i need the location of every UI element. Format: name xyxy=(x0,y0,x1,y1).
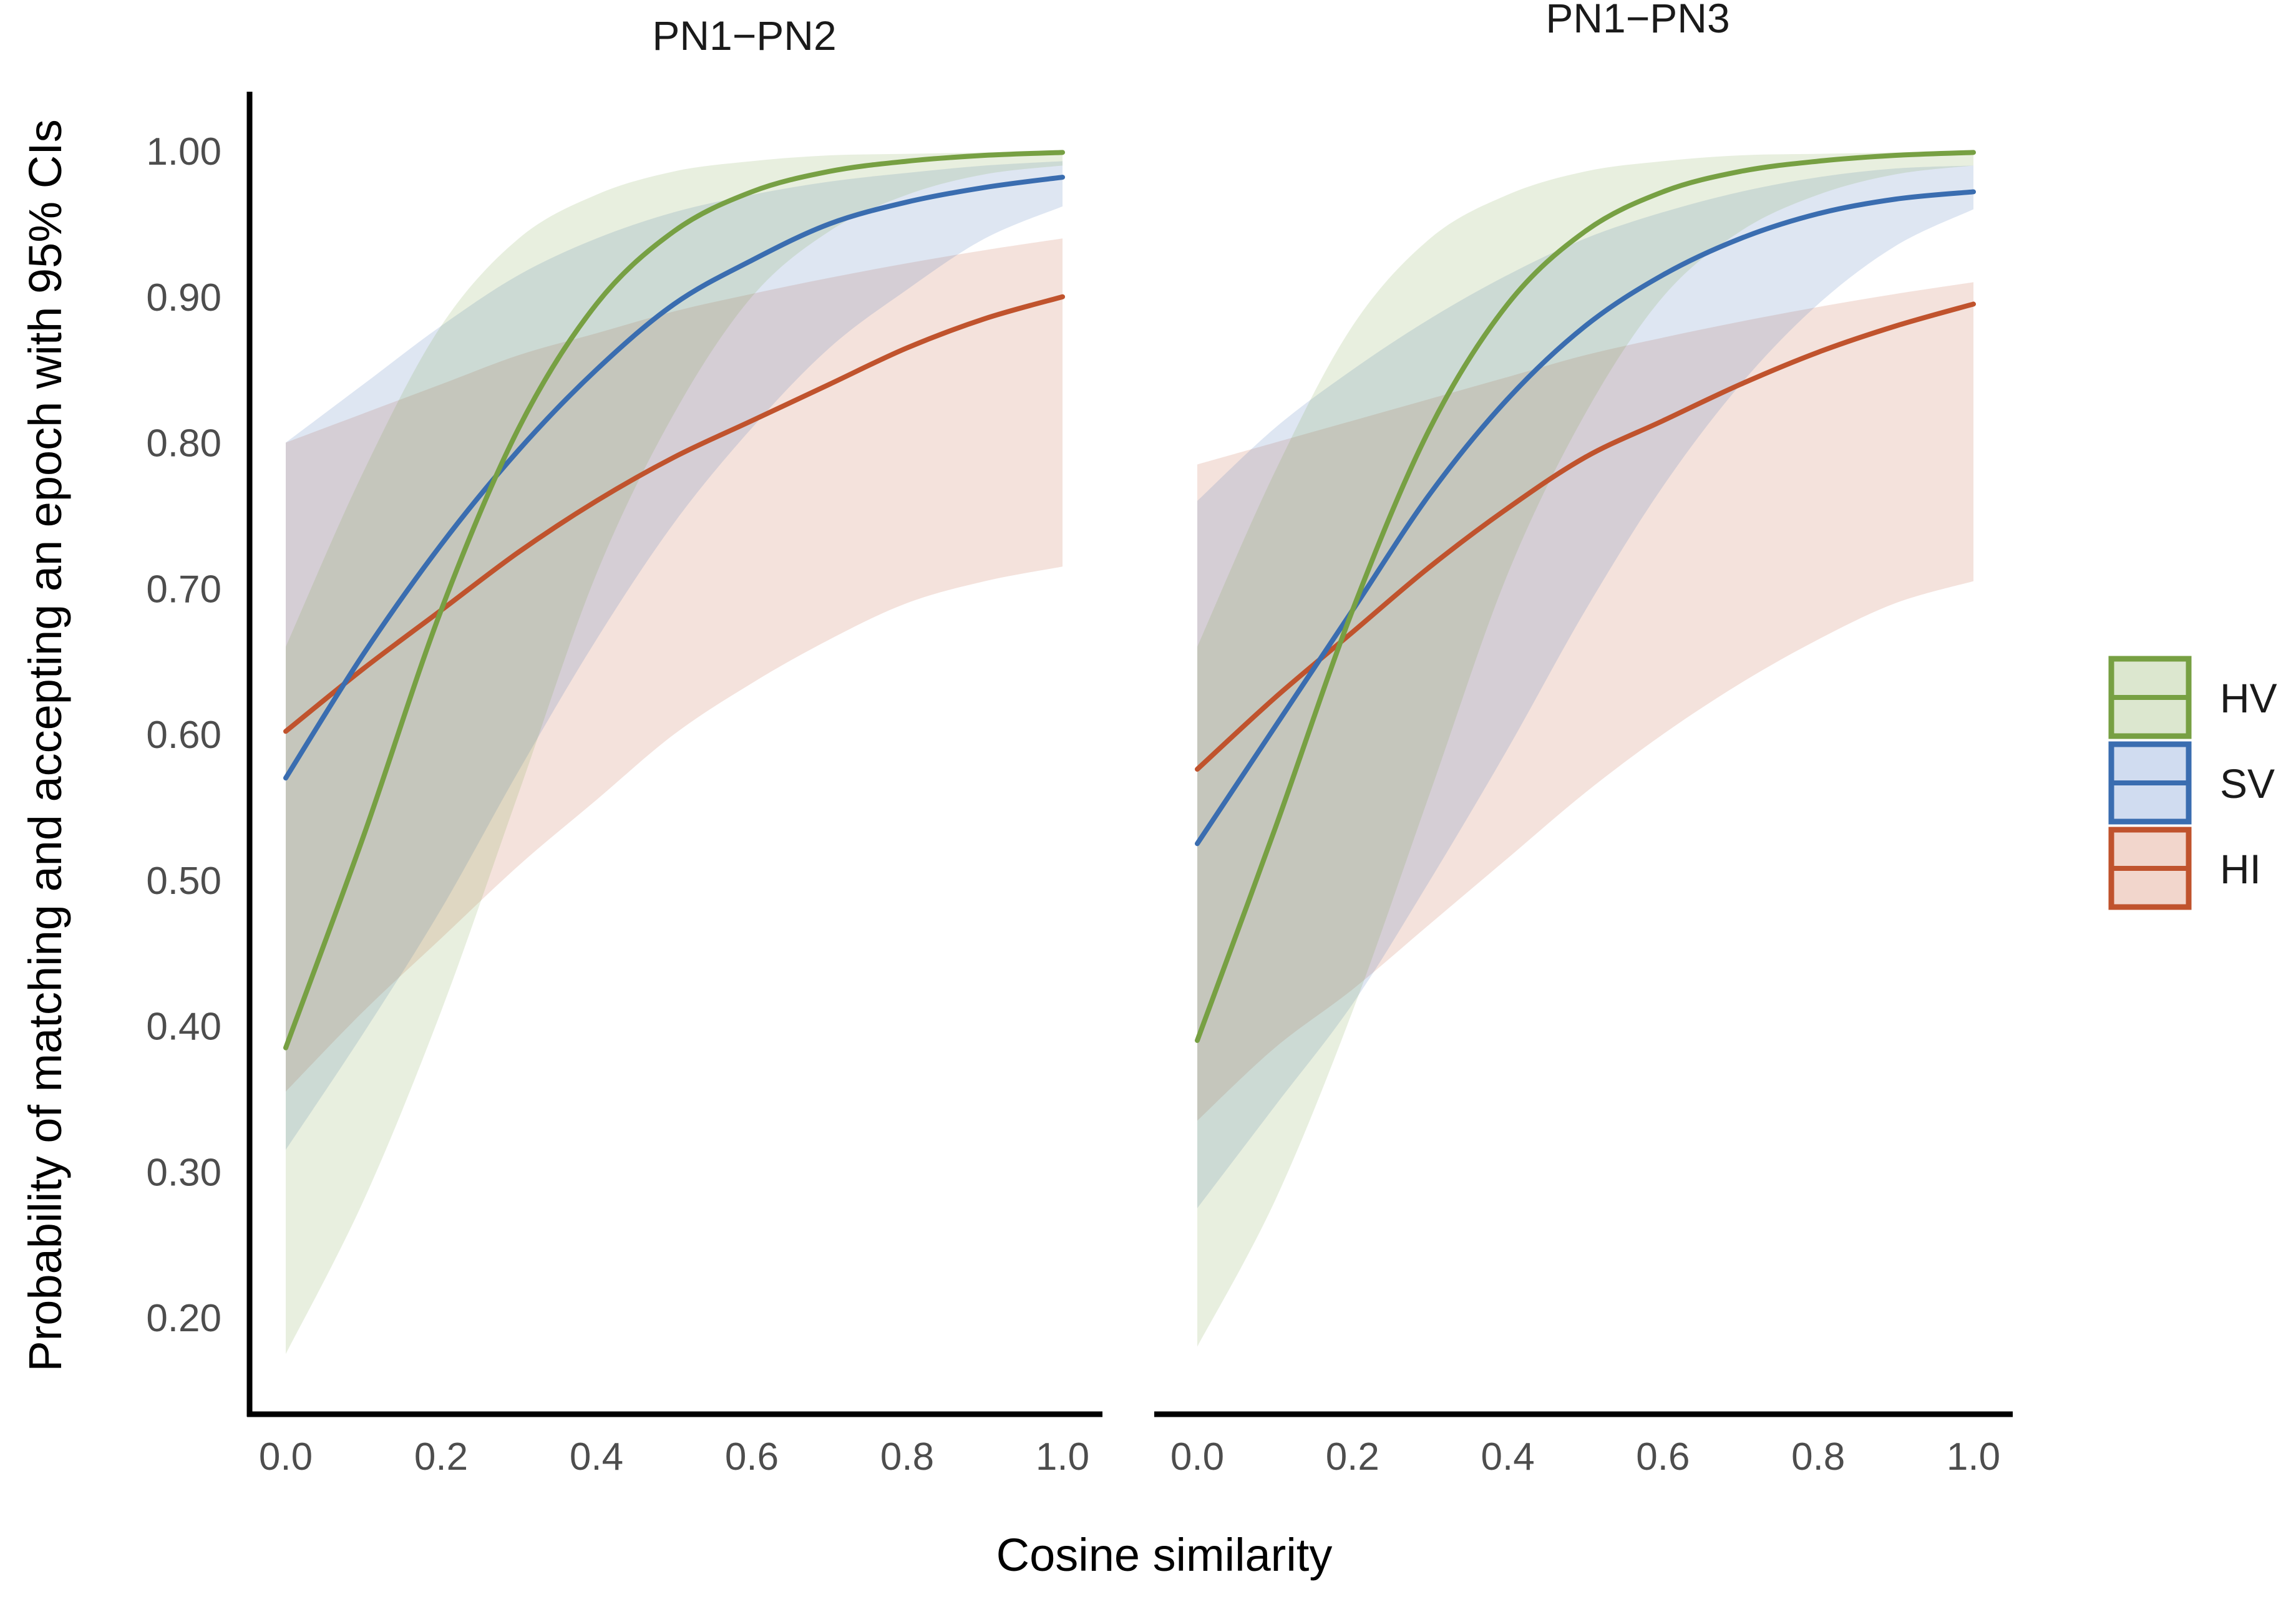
x-axis-title: Cosine similarity xyxy=(996,1529,1333,1581)
ci-band-hi xyxy=(1197,282,1973,1121)
x-tick-label: 1.0 xyxy=(1036,1435,1089,1478)
x-tick-label: 0.0 xyxy=(1170,1435,1224,1478)
axis-lines xyxy=(246,92,2013,1417)
panel-title: PN1−PN2 xyxy=(652,12,836,59)
series-line-sv xyxy=(1195,189,1976,847)
legend-label: SV xyxy=(2220,760,2275,807)
x-tick-label: 0.4 xyxy=(1481,1435,1534,1478)
legend: HV SV HI xyxy=(2108,656,2277,910)
legend-item-hv: HV xyxy=(2108,656,2277,739)
panel-pn1-pn3: PN1−PN3 0.0 0.2 0.4 0.6 0.8 1.0 xyxy=(1170,0,2000,1478)
ci-bands xyxy=(1197,151,1973,1347)
y-tick-label: 0.60 xyxy=(146,714,221,757)
y-tick-label: 0.40 xyxy=(146,1006,221,1049)
y-tick-label: 1.00 xyxy=(146,130,221,173)
ci-band-hv xyxy=(286,151,1063,1354)
series-line-sv xyxy=(283,175,1065,781)
legend-label: HI xyxy=(2220,846,2261,892)
ci-bands xyxy=(286,151,1063,1354)
x-axis-ticks: 0.0 0.2 0.4 0.6 0.8 1.0 xyxy=(1170,1435,2000,1478)
x-tick-label: 0.6 xyxy=(1636,1435,1690,1478)
series-line-hv xyxy=(283,150,1065,1051)
x-tick-label: 0.4 xyxy=(570,1435,623,1478)
ci-band-sv xyxy=(1197,165,1973,1208)
y-tick-label: 0.90 xyxy=(146,276,221,319)
x-axis-ticks: 0.0 0.2 0.4 0.6 0.8 1.0 xyxy=(259,1435,1089,1478)
y-axis-title: Probability of matching and accepting an… xyxy=(19,119,71,1371)
x-tick-label: 0.2 xyxy=(414,1435,468,1478)
y-tick-label: 0.30 xyxy=(146,1151,221,1194)
series-line-hv xyxy=(1195,150,1976,1043)
y-tick-label: 0.70 xyxy=(146,568,221,611)
y-tick-label: 0.80 xyxy=(146,422,221,465)
x-tick-label: 1.0 xyxy=(1947,1435,2000,1478)
y-axis-ticks: 1.00 0.90 0.80 0.70 0.60 0.50 0.40 0.30 0.20 xyxy=(146,130,221,1340)
x-tick-label: 0.8 xyxy=(880,1435,934,1478)
ci-band-hi xyxy=(286,238,1063,1092)
ci-band-sv xyxy=(286,161,1063,1150)
x-tick-label: 0.2 xyxy=(1326,1435,1379,1478)
series-lines xyxy=(1195,150,1976,1043)
y-tick-label: 0.50 xyxy=(146,860,221,903)
panel-pn1-pn2: PN1−PN2 0.0 0.2 0.4 0.6 0.8 1.0 xyxy=(259,12,1089,1478)
y-tick-label: 0.20 xyxy=(146,1297,221,1340)
series-lines xyxy=(283,150,1065,1051)
x-tick-label: 0.8 xyxy=(1791,1435,1845,1478)
legend-item-hi: HI xyxy=(2108,827,2261,910)
ci-band-hv xyxy=(1197,151,1973,1347)
legend-item-sv: SV xyxy=(2108,741,2275,825)
panel-title: PN1−PN3 xyxy=(1545,0,1729,41)
x-tick-label: 0.0 xyxy=(259,1435,313,1478)
series-line-hi xyxy=(283,294,1065,734)
legend-label: HV xyxy=(2220,675,2277,721)
x-tick-label: 0.6 xyxy=(725,1435,779,1478)
